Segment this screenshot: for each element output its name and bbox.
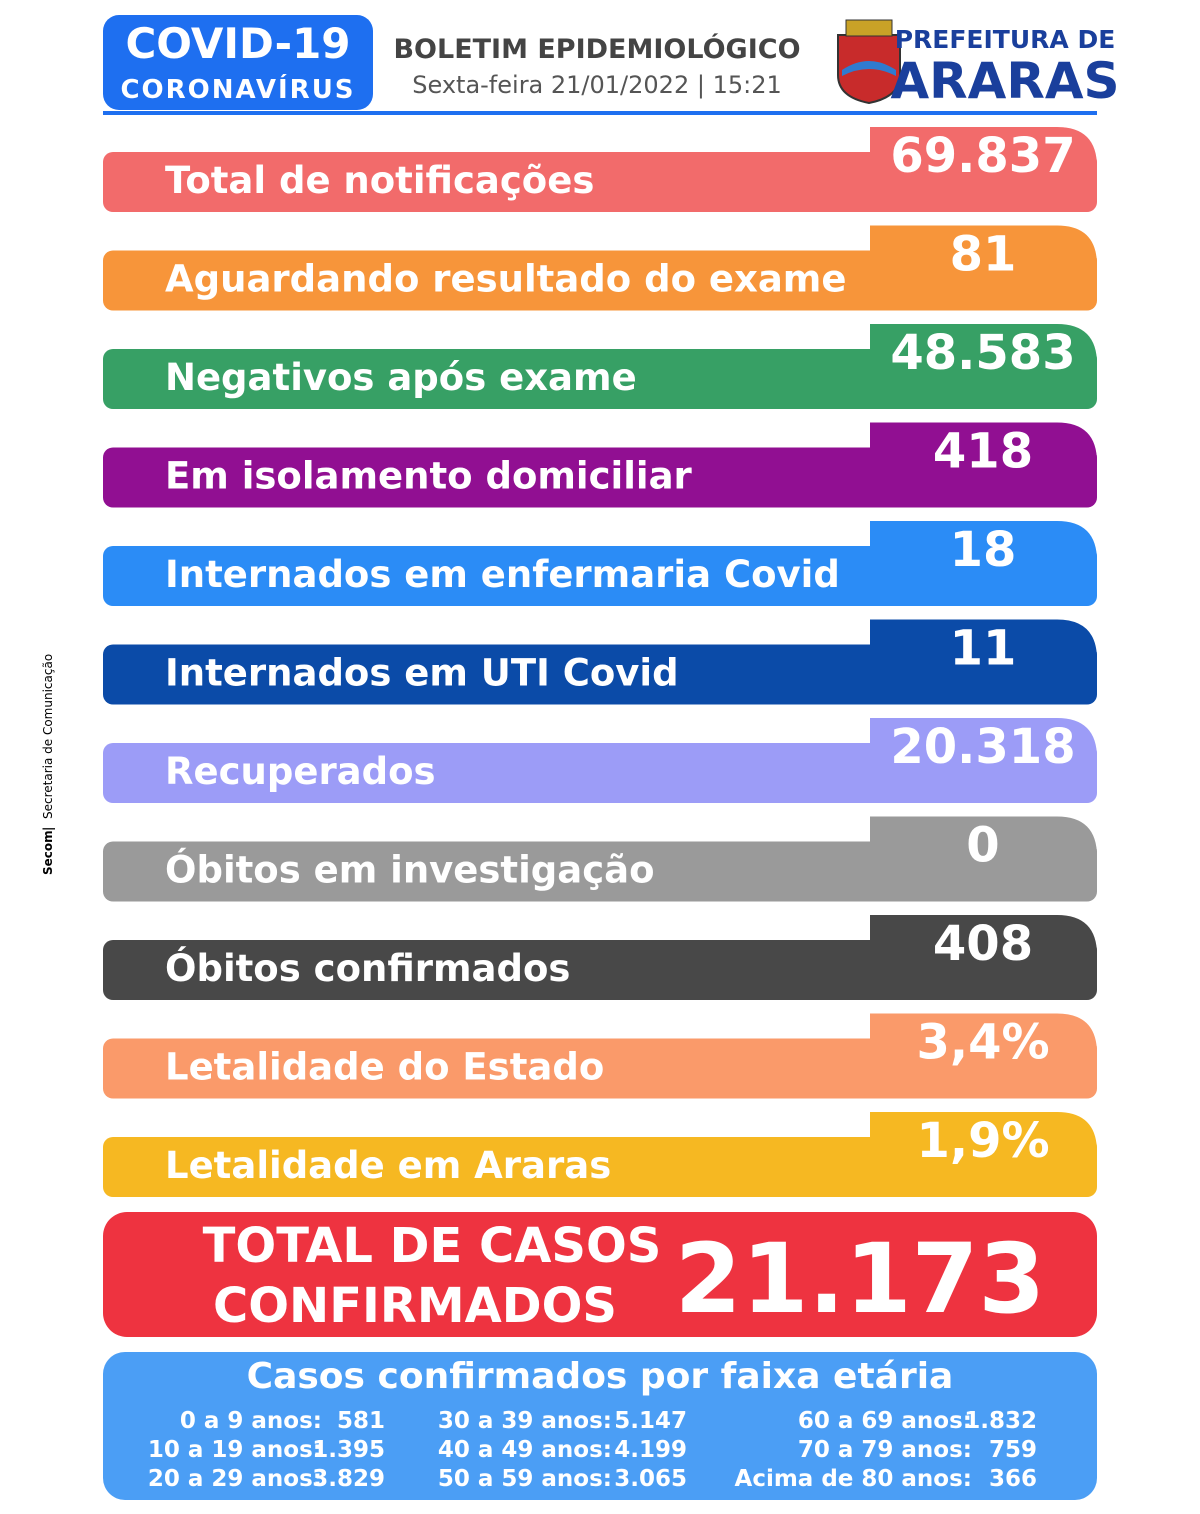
side-org: Secom bbox=[41, 830, 55, 875]
side-dept: Secretaria de Comunicação bbox=[41, 654, 55, 819]
row-label: Em isolamento domiciliar bbox=[165, 455, 693, 498]
age-value: 3.065 bbox=[614, 1466, 687, 1492]
row-value: 18 bbox=[950, 522, 1017, 578]
age-label: 0 a 9 anos: bbox=[180, 1408, 322, 1434]
row-label: Letalidade em Araras bbox=[165, 1144, 611, 1187]
row-tab bbox=[870, 718, 1097, 758]
row-bar bbox=[103, 447, 1097, 508]
crest bbox=[837, 19, 901, 105]
age-value: 1.832 bbox=[964, 1408, 1037, 1434]
row-tab bbox=[870, 816, 1097, 857]
age-value: 581 bbox=[337, 1408, 385, 1434]
row-label: Aguardando resultado do exame bbox=[165, 258, 846, 301]
age-label: 20 a 29 anos: bbox=[148, 1466, 322, 1492]
row-tab bbox=[870, 1112, 1097, 1152]
row-value: 3,4% bbox=[916, 1015, 1049, 1071]
row-label: Internados em UTI Covid bbox=[165, 652, 679, 695]
row-tab bbox=[870, 915, 1097, 955]
badge-subtitle: CORONAVÍRUS bbox=[120, 73, 355, 105]
row-value: 418 bbox=[933, 424, 1033, 480]
age-value: 1.395 bbox=[312, 1437, 385, 1463]
row-bar bbox=[103, 250, 1097, 311]
row-value: 69.837 bbox=[890, 128, 1075, 184]
row-label: Letalidade do Estado bbox=[165, 1046, 604, 1089]
total-box bbox=[103, 1212, 1097, 1337]
row-tab bbox=[870, 422, 1097, 463]
total-label: TOTAL DE CASOS bbox=[203, 1218, 662, 1274]
row-bar bbox=[103, 1137, 1097, 1197]
row-bar bbox=[103, 546, 1097, 606]
age-label: 70 a 79 anos: bbox=[798, 1437, 972, 1463]
row-tab bbox=[870, 324, 1097, 364]
total-value: 21.173 bbox=[675, 1223, 1045, 1335]
age-label: 40 a 49 anos: bbox=[438, 1437, 612, 1463]
row-bar bbox=[103, 152, 1097, 212]
row-value: 1,9% bbox=[916, 1113, 1049, 1169]
row-tab bbox=[870, 521, 1097, 561]
org-line1: PREFEITURA DE bbox=[895, 25, 1116, 54]
row-label: Recuperados bbox=[165, 750, 436, 793]
date: Sexta-feira 21/01/2022 | 15:21 bbox=[412, 71, 781, 99]
row-bar bbox=[103, 841, 1097, 902]
age-label: Acima de 80 anos: bbox=[735, 1466, 972, 1492]
age-label: 60 a 69 anos: bbox=[798, 1408, 972, 1434]
age-title: Casos confirmados por faixa etária bbox=[247, 1356, 954, 1397]
total-label: CONFIRMADOS bbox=[213, 1278, 617, 1334]
age-value: 3.829 bbox=[312, 1466, 385, 1492]
row-label: Óbitos em investigação bbox=[165, 848, 655, 892]
row-value: 48.583 bbox=[890, 325, 1075, 381]
row-bar bbox=[103, 644, 1097, 705]
badge bbox=[103, 15, 373, 110]
age-label: 10 a 19 anos: bbox=[148, 1437, 322, 1463]
org-line2: ARARAS bbox=[890, 52, 1119, 110]
side-note: Secom | Secretaria de Comunicação bbox=[41, 654, 55, 875]
row-value: 81 bbox=[950, 227, 1017, 283]
row-value: 408 bbox=[933, 916, 1033, 972]
row-value: 11 bbox=[950, 621, 1017, 677]
row-tab bbox=[870, 225, 1097, 266]
age-value: 5.147 bbox=[614, 1408, 687, 1434]
row-bar bbox=[103, 743, 1097, 803]
age-label: 30 a 39 anos: bbox=[438, 1408, 612, 1434]
row-label: Óbitos confirmados bbox=[165, 946, 570, 990]
side-sep: | bbox=[41, 827, 55, 831]
row-tab bbox=[870, 1013, 1097, 1054]
row-bar bbox=[103, 940, 1097, 1000]
age-box bbox=[103, 1352, 1097, 1500]
row-bar bbox=[103, 1038, 1097, 1099]
age-value: 4.199 bbox=[614, 1437, 687, 1463]
age-value: 759 bbox=[989, 1437, 1037, 1463]
row-value: 20.318 bbox=[890, 719, 1075, 775]
row-label: Total de notificações bbox=[165, 159, 594, 202]
age-value: 366 bbox=[989, 1466, 1037, 1492]
title: BOLETIM EPIDEMIOLÓGICO bbox=[393, 33, 800, 65]
row-tab bbox=[870, 127, 1097, 167]
row-bar bbox=[103, 349, 1097, 409]
row-label: Internados em enfermaria Covid bbox=[165, 553, 840, 596]
row-value: 0 bbox=[966, 818, 999, 874]
row-tab bbox=[870, 619, 1097, 660]
row-label: Negativos após exame bbox=[165, 356, 637, 399]
header-rule bbox=[103, 111, 1097, 115]
badge-title: COVID-19 bbox=[125, 19, 350, 68]
age-label: 50 a 59 anos: bbox=[438, 1466, 612, 1492]
